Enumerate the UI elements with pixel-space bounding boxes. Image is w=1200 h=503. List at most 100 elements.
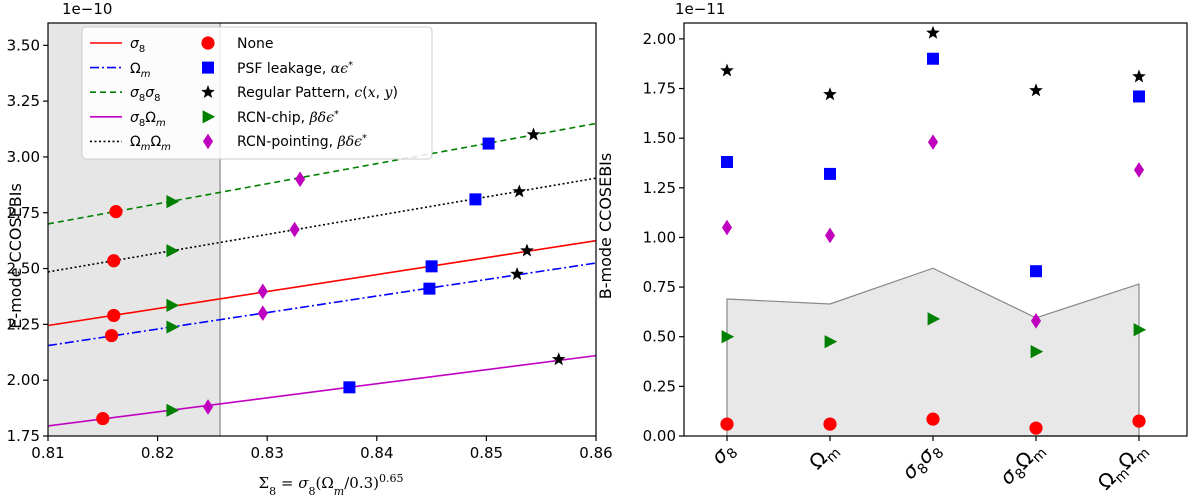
x-tick-label: 0.81: [31, 444, 64, 462]
y-tick-label: 2.50: [7, 260, 40, 278]
marker-rcn-chip-2: [166, 298, 180, 313]
marker-psf-leakage-4: [343, 381, 356, 394]
left-axes-frame: [47, 22, 597, 437]
left-markers: [96, 127, 566, 426]
marker-rcn-chip-3: [166, 320, 180, 334]
marker-rcn-chip-1: [824, 335, 838, 349]
legend-markers: [201, 36, 216, 150]
y-tick-label: 0.00: [643, 427, 676, 445]
marker-psf-leakage-3: [1030, 265, 1042, 278]
y-tick-label: 2.00: [7, 371, 40, 389]
y-tick-label: 2.75: [7, 204, 40, 222]
x-tick-label: 0.86: [579, 444, 612, 462]
marker-rcn-chip-4: [166, 403, 180, 417]
y-tick-label: 0.50: [643, 328, 676, 346]
right-y-axis-label: B-mode CCOSEBIs: [596, 153, 615, 299]
marker-rcn-pointing-4: [1133, 162, 1145, 178]
marker-none-4: [1132, 414, 1146, 428]
category-label-2: σ8σ8: [897, 437, 947, 487]
marker-rcn-pointing-3: [1030, 313, 1042, 329]
left-x-ticks: 0.81 0.82 0.83 0.84 0.85 0.86: [31, 436, 613, 462]
marker-none-0: [720, 417, 734, 431]
legend-marker-rcn-chip: [202, 110, 216, 124]
marker-rcn-pointing-1: [289, 221, 300, 238]
y-tick-label: 3.25: [7, 92, 40, 110]
marker-rcn-pointing-3: [257, 305, 268, 322]
legend-marker-regular-pattern-c-x-y: [201, 85, 215, 99]
legend-label-rcn-pointing: RCN-pointing, βδϵ*: [237, 133, 367, 150]
marker-rcn-pointing-4: [202, 399, 214, 415]
x-tick-label: 0.85: [470, 444, 503, 462]
marker-regular-pattern-c-x-y-2: [926, 25, 940, 39]
marker-psf-leakage-2: [927, 52, 939, 65]
marker-regular-pattern-c-x-y-1: [823, 87, 837, 101]
marker-regular-pattern-c-x-y-1: [512, 184, 527, 198]
y-tick-label: 2.00: [643, 30, 676, 48]
legend-label-rcn-chip: RCN-chip, βδϵ*: [237, 109, 339, 126]
marker-none-0: [109, 205, 123, 219]
y-tick-label: 1.50: [643, 129, 676, 147]
legend-marker-none: [201, 36, 215, 50]
marker-none-2: [926, 412, 940, 426]
marker-rcn-chip-3: [1030, 345, 1044, 359]
marker-psf-leakage-0: [721, 155, 733, 168]
y-tick-label: 3.00: [7, 148, 40, 166]
fit-line-2: [47, 122, 597, 225]
y-tick-label: 1.75: [7, 427, 40, 445]
right-shaded-band: [726, 267, 1140, 437]
marker-rcn-pointing-1: [824, 227, 836, 244]
marker-rcn-chip-2: [927, 312, 941, 326]
marker-psf-leakage-1: [469, 193, 482, 206]
category-label-4: ΩmΩm: [1093, 437, 1154, 498]
x-tick-label: 0.83: [250, 444, 283, 462]
legend-label-none: None: [237, 36, 274, 52]
y-tick-label: 1.75: [643, 80, 676, 98]
legend-label-omegam: Ωm: [130, 61, 151, 80]
marker-rcn-pointing-2: [257, 283, 268, 300]
marker-none-1: [823, 417, 837, 431]
marker-regular-pattern-c-x-y-4: [1132, 69, 1146, 83]
marker-rcn-pointing-0: [721, 219, 733, 236]
marker-rcn-chip-4: [1133, 323, 1147, 337]
left-panel: 0.81 0.82 0.83 0.84 0.85 0.86 1.75 2.00 2.25 2.5…: [6, 0, 613, 498]
marker-regular-pattern-c-x-y-3: [1029, 83, 1043, 97]
marker-none-2: [107, 308, 121, 323]
left-x-axis-label: Σ8 = σ8(Ωm/0.3)0.65: [259, 472, 404, 498]
category-label-3: σ8Ωm: [995, 437, 1051, 493]
x-tick-label: 0.84: [360, 444, 393, 462]
right-y-ticks: 0.00 0.25 0.50 0.75 1.00 1.25 1.50 1.75 2.00: [643, 30, 684, 445]
legend-label-pattern: Regular Pattern, c(x, y): [237, 85, 398, 101]
marker-rcn-chip-1: [166, 244, 180, 258]
left-offset-text: 1e−10: [62, 0, 112, 18]
y-tick-label: 1.00: [643, 228, 676, 246]
y-tick-label: 0.75: [643, 278, 676, 296]
legend-label-omegamomegam: ΩmΩm: [130, 134, 171, 153]
marker-rcn-chip-0: [721, 330, 735, 344]
x-tick-label: 0.82: [141, 444, 174, 462]
y-tick-label: 3.50: [7, 36, 40, 54]
marker-psf-leakage-2: [425, 260, 438, 273]
right-offset-text: 1e−11: [675, 0, 725, 18]
category-label-0: σ8: [706, 437, 741, 472]
marker-regular-pattern-c-x-y-0: [526, 127, 541, 141]
marker-rcn-chip-0: [166, 194, 180, 209]
y-tick-label: 2.25: [7, 315, 40, 333]
y-tick-label: 0.25: [643, 377, 676, 395]
marker-none-4: [96, 411, 110, 426]
left-fit-lines: [47, 122, 597, 427]
marker-rcn-pointing-0: [295, 171, 306, 188]
marker-rcn-pointing-2: [927, 134, 939, 150]
category-label-1: Ωm: [804, 437, 844, 477]
marker-regular-pattern-c-x-y-0: [720, 63, 734, 77]
fit-line-3: [47, 354, 597, 427]
legend-label-sigma8sigma8: σ8σ8: [130, 85, 161, 104]
right-markers: [720, 25, 1147, 435]
right-axes-frame: [683, 22, 1188, 437]
marker-psf-leakage-0: [482, 137, 495, 150]
legend-marker-rcn-pointing: [202, 133, 214, 150]
fit-line-1: [47, 262, 597, 347]
legend-marker-psf-leakage: [202, 61, 214, 74]
